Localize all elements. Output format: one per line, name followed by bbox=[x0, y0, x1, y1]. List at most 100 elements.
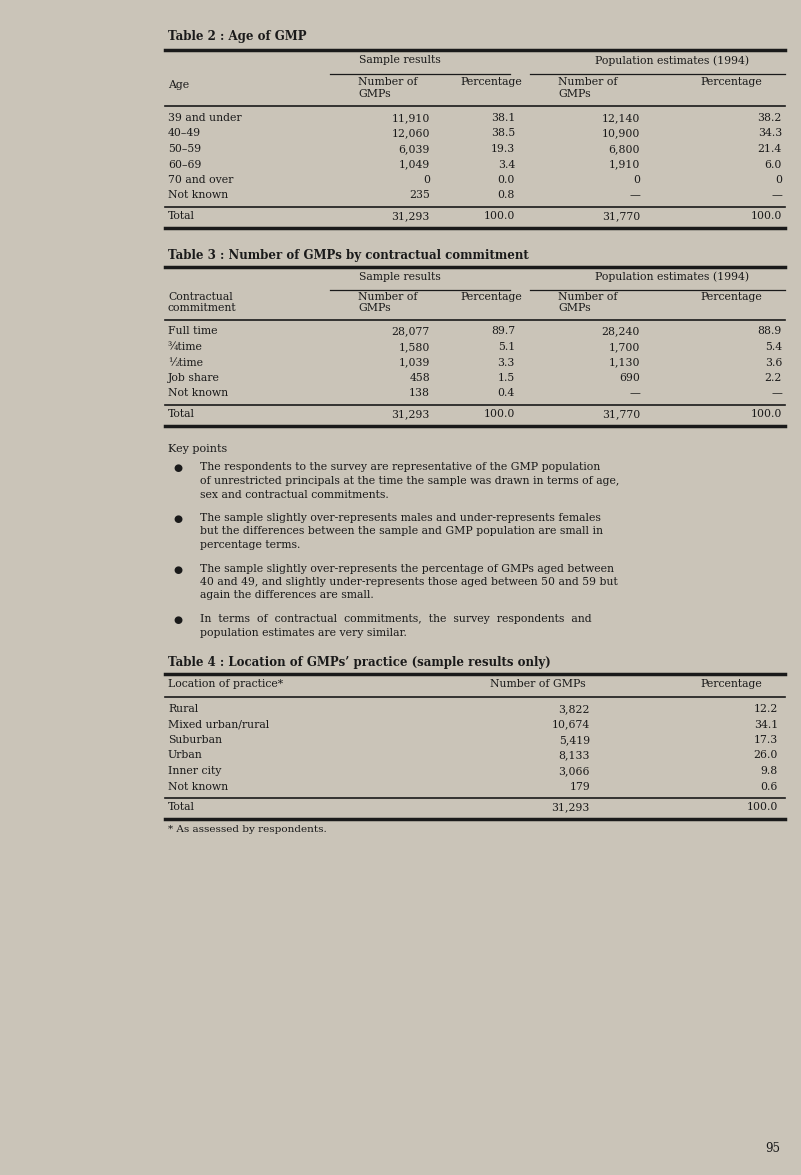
Text: Contractual
commitment: Contractual commitment bbox=[168, 291, 236, 313]
Text: 1,580: 1,580 bbox=[399, 342, 430, 352]
Text: 38.1: 38.1 bbox=[491, 113, 515, 123]
Text: 3,066: 3,066 bbox=[558, 766, 590, 776]
Text: Key points: Key points bbox=[168, 444, 227, 455]
Text: 88.9: 88.9 bbox=[758, 327, 782, 336]
Text: Total: Total bbox=[168, 803, 195, 812]
Text: 0: 0 bbox=[423, 175, 430, 184]
Text: 50–59: 50–59 bbox=[168, 145, 201, 154]
Text: 179: 179 bbox=[570, 781, 590, 792]
Text: 1,700: 1,700 bbox=[609, 342, 640, 352]
Text: 1,130: 1,130 bbox=[609, 357, 640, 368]
Text: 17.3: 17.3 bbox=[754, 736, 778, 745]
Text: * As assessed by respondents.: * As assessed by respondents. bbox=[168, 826, 327, 834]
Text: 690: 690 bbox=[619, 372, 640, 383]
Text: Percentage: Percentage bbox=[700, 291, 762, 302]
Text: Percentage: Percentage bbox=[460, 78, 521, 87]
Text: 89.7: 89.7 bbox=[491, 327, 515, 336]
Text: 3.4: 3.4 bbox=[497, 160, 515, 169]
Text: Location of practice*: Location of practice* bbox=[168, 679, 283, 689]
Text: 1,039: 1,039 bbox=[399, 357, 430, 368]
Text: Percentage: Percentage bbox=[460, 291, 521, 302]
Text: but the differences between the sample and GMP population are small in: but the differences between the sample a… bbox=[200, 526, 603, 537]
Text: ½time: ½time bbox=[168, 357, 203, 368]
Text: Total: Total bbox=[168, 212, 195, 221]
Text: again the differences are small.: again the differences are small. bbox=[200, 591, 374, 600]
Text: Age: Age bbox=[168, 80, 189, 90]
Text: 100.0: 100.0 bbox=[484, 212, 515, 221]
Text: 100.0: 100.0 bbox=[751, 409, 782, 419]
Text: 138: 138 bbox=[409, 389, 430, 398]
Text: 28,240: 28,240 bbox=[602, 327, 640, 336]
Text: 458: 458 bbox=[409, 372, 430, 383]
Text: 10,900: 10,900 bbox=[602, 128, 640, 139]
Text: —: — bbox=[629, 389, 640, 398]
Text: 3,822: 3,822 bbox=[558, 704, 590, 714]
Text: Table 2 : Age of GMP: Table 2 : Age of GMP bbox=[168, 31, 307, 43]
Text: 12,140: 12,140 bbox=[602, 113, 640, 123]
Text: The respondents to the survey are representative of the GMP population: The respondents to the survey are repres… bbox=[200, 463, 600, 472]
Text: 40 and 49, and slightly under-represents those aged between 50 and 59 but: 40 and 49, and slightly under-represents… bbox=[200, 577, 618, 588]
Text: Urban: Urban bbox=[168, 751, 203, 760]
Text: 2.2: 2.2 bbox=[765, 372, 782, 383]
Text: 26.0: 26.0 bbox=[754, 751, 778, 760]
Text: 12.2: 12.2 bbox=[754, 704, 778, 714]
Text: 28,077: 28,077 bbox=[392, 327, 430, 336]
Text: 34.3: 34.3 bbox=[758, 128, 782, 139]
Text: Full time: Full time bbox=[168, 327, 218, 336]
Text: 1,049: 1,049 bbox=[399, 160, 430, 169]
Text: —: — bbox=[629, 190, 640, 201]
Text: Number of
GMPs: Number of GMPs bbox=[358, 78, 417, 99]
Text: 6.0: 6.0 bbox=[765, 160, 782, 169]
Text: ●: ● bbox=[174, 564, 183, 575]
Text: Number of
GMPs: Number of GMPs bbox=[358, 291, 417, 313]
Text: 0.4: 0.4 bbox=[497, 389, 515, 398]
Text: 100.0: 100.0 bbox=[747, 803, 778, 812]
Text: 5.1: 5.1 bbox=[497, 342, 515, 352]
Text: Population estimates (1994): Population estimates (1994) bbox=[595, 271, 749, 282]
Text: Total: Total bbox=[168, 409, 195, 419]
Text: 31,770: 31,770 bbox=[602, 212, 640, 221]
Text: 100.0: 100.0 bbox=[484, 409, 515, 419]
Text: 9.8: 9.8 bbox=[761, 766, 778, 776]
Text: 8,133: 8,133 bbox=[558, 751, 590, 760]
Text: 5.4: 5.4 bbox=[765, 342, 782, 352]
Text: 0: 0 bbox=[775, 175, 782, 184]
Text: Mixed urban/rural: Mixed urban/rural bbox=[168, 719, 269, 730]
Text: 31,293: 31,293 bbox=[392, 409, 430, 419]
Text: 0.6: 0.6 bbox=[761, 781, 778, 792]
Text: 60–69: 60–69 bbox=[168, 160, 201, 169]
Text: 6,800: 6,800 bbox=[609, 145, 640, 154]
Text: 0.0: 0.0 bbox=[497, 175, 515, 184]
Text: 1.5: 1.5 bbox=[497, 372, 515, 383]
Text: percentage terms.: percentage terms. bbox=[200, 540, 300, 550]
Text: The sample slightly over-represents the percentage of GMPs aged between: The sample slightly over-represents the … bbox=[200, 564, 614, 573]
Text: Population estimates (1994): Population estimates (1994) bbox=[595, 55, 749, 66]
Text: —: — bbox=[771, 190, 782, 201]
Text: Not known: Not known bbox=[168, 389, 228, 398]
Text: Suburban: Suburban bbox=[168, 736, 222, 745]
Text: 5,419: 5,419 bbox=[559, 736, 590, 745]
Text: 3.6: 3.6 bbox=[765, 357, 782, 368]
Text: Percentage: Percentage bbox=[700, 679, 762, 689]
Text: sex and contractual commitments.: sex and contractual commitments. bbox=[200, 490, 388, 499]
Text: population estimates are very similar.: population estimates are very similar. bbox=[200, 627, 407, 638]
Text: 19.3: 19.3 bbox=[491, 145, 515, 154]
Text: 6,039: 6,039 bbox=[399, 145, 430, 154]
Text: ●: ● bbox=[174, 513, 183, 524]
Text: ¾time: ¾time bbox=[168, 342, 203, 352]
Text: The sample slightly over-represents males and under-represents females: The sample slightly over-represents male… bbox=[200, 513, 601, 523]
Text: ●: ● bbox=[174, 463, 183, 474]
Text: ●: ● bbox=[174, 615, 183, 625]
Text: 38.2: 38.2 bbox=[758, 113, 782, 123]
Text: 34.1: 34.1 bbox=[754, 719, 778, 730]
Text: 31,293: 31,293 bbox=[392, 212, 430, 221]
Text: 235: 235 bbox=[409, 190, 430, 201]
Text: Job share: Job share bbox=[168, 372, 220, 383]
Text: of unrestricted principals at the time the sample was drawn in terms of age,: of unrestricted principals at the time t… bbox=[200, 476, 619, 486]
Text: 10,674: 10,674 bbox=[552, 719, 590, 730]
Text: 100.0: 100.0 bbox=[751, 212, 782, 221]
Text: 31,770: 31,770 bbox=[602, 409, 640, 419]
Text: 11,910: 11,910 bbox=[392, 113, 430, 123]
Text: Inner city: Inner city bbox=[168, 766, 221, 776]
Text: 38.5: 38.5 bbox=[491, 128, 515, 139]
